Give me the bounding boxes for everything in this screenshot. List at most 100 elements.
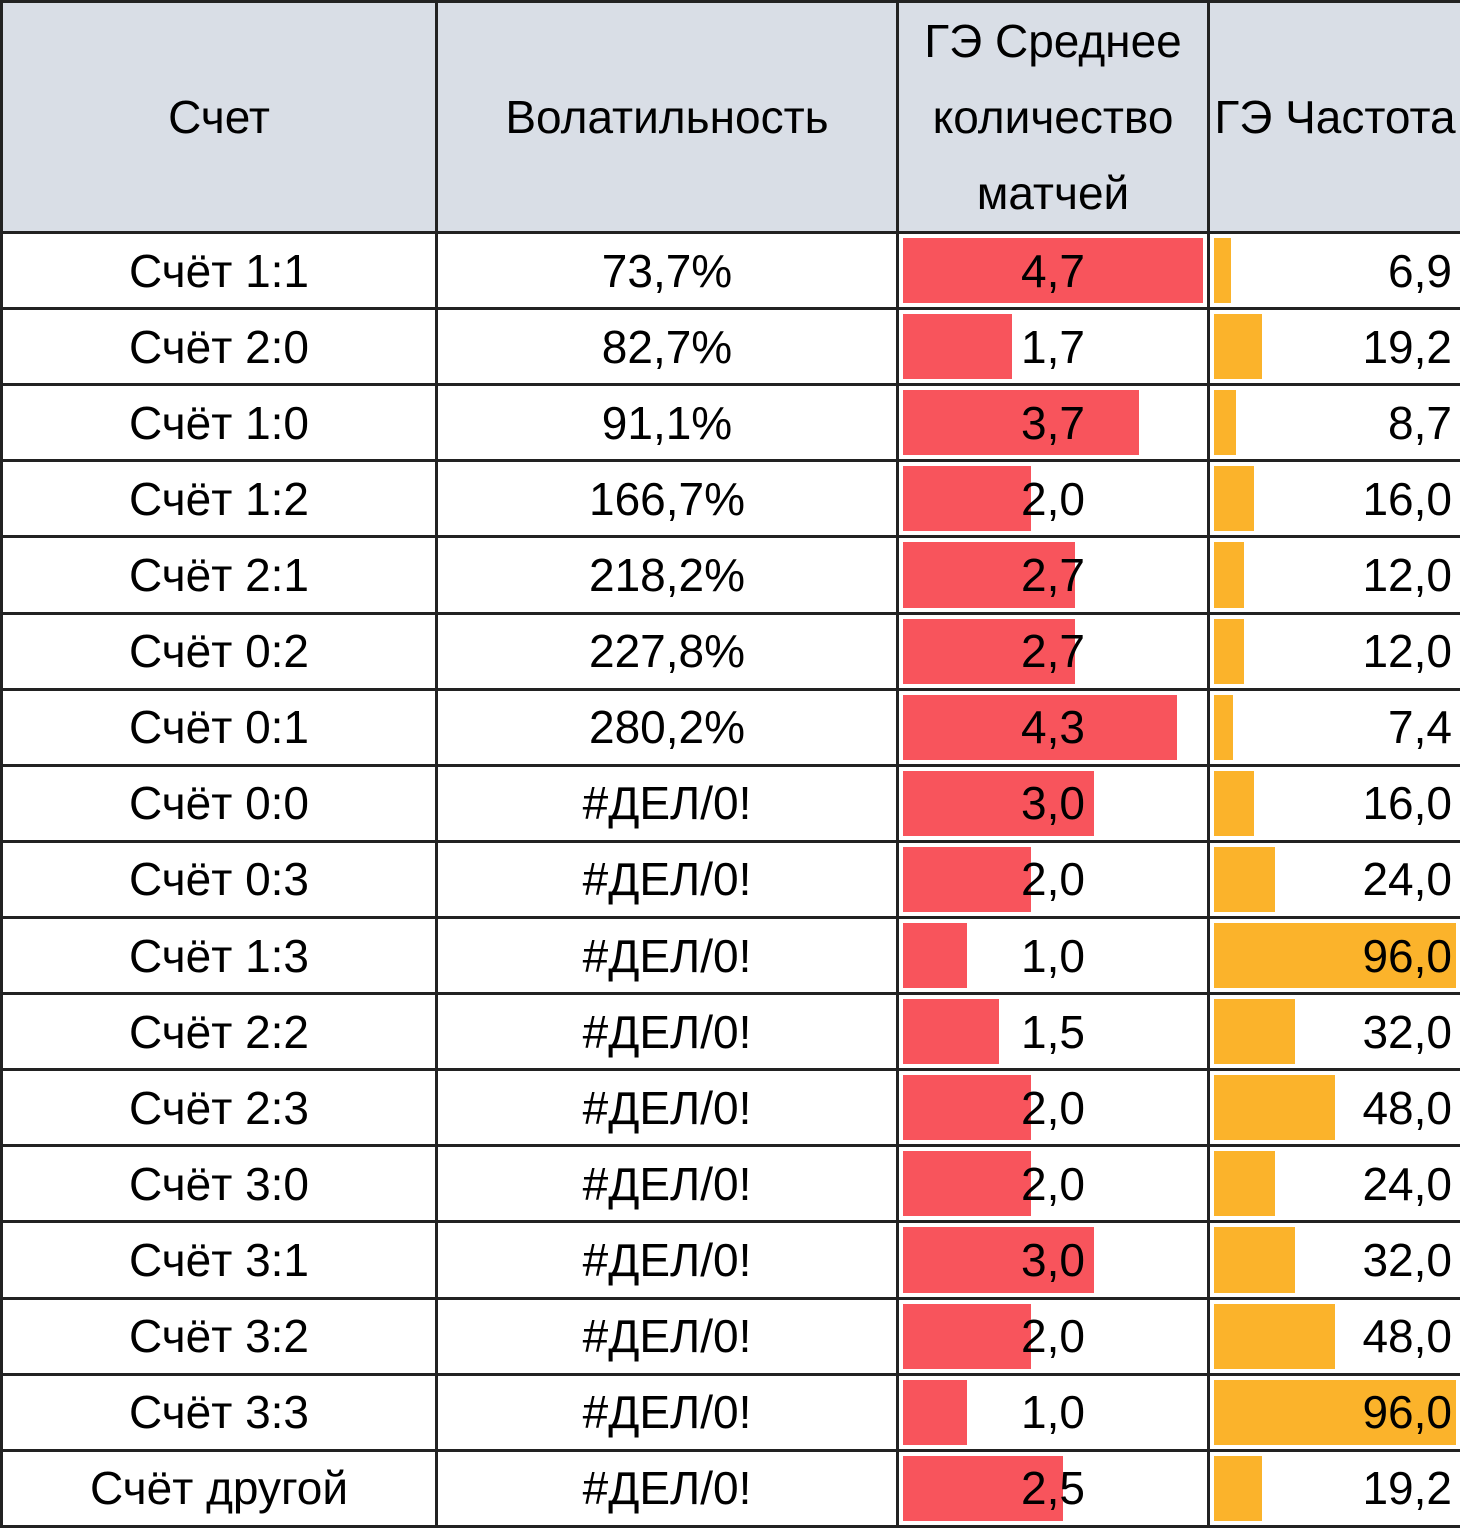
volatility-cell: 218,2% [435,535,899,615]
frequency-databar [1214,238,1231,304]
avg-matches-value: 2,7 [1021,625,1085,678]
avg-matches-databar [903,390,1139,456]
frequency-databar [1214,1303,1335,1369]
header-score: Счет [0,0,438,234]
table-row: Счёт 1:3 #ДЕЛ/0! 1,0 96,0 [0,915,1460,996]
frequency-cell: 7,4 [1207,687,1460,767]
avg-matches-cell: 4,3 [896,687,1210,767]
frequency-cell: 48,0 [1207,1068,1460,1148]
volatility-cell: #ДЕЛ/0! [435,1220,899,1300]
avg-matches-databar [903,770,1094,836]
avg-matches-databar [903,1455,1063,1521]
frequency-databar [1214,1227,1295,1293]
score-cell: Счёт 1:0 [0,383,438,463]
frequency-databar [1214,1151,1275,1217]
frequency-databar [1214,846,1275,912]
avg-matches-value: 3,0 [1021,777,1085,830]
table-row: Счёт 1:2 166,7% 2,0 16,0 [0,459,1460,539]
table-row: Счёт другой #ДЕЛ/0! 2,5 19,2 [0,1448,1460,1528]
volatility-cell: 91,1% [435,383,899,463]
frequency-value: 19,2 [1362,320,1452,373]
avg-matches-value: 3,0 [1021,1233,1085,1286]
frequency-value: 24,0 [1362,853,1452,906]
frequency-cell: 24,0 [1207,1144,1460,1224]
score-cell: Счёт 3:0 [0,1144,438,1224]
table-row: Счёт 3:3 #ДЕЛ/0! 1,0 96,0 [0,1372,1460,1452]
avg-matches-value: 2,5 [1021,1462,1085,1515]
volatility-cell: #ДЕЛ/0! [435,763,899,843]
table-row: Счёт 0:1 280,2% 4,3 7,4 [0,687,1460,767]
score-cell: Счёт 1:1 [0,230,438,311]
avg-matches-databar [903,846,1031,912]
table-row: Счёт 2:3 #ДЕЛ/0! 2,0 48,0 [0,1068,1460,1148]
table-row: Счёт 1:0 91,1% 3,7 8,7 [0,383,1460,463]
avg-matches-cell: 1,5 [896,992,1210,1072]
avg-matches-cell: 3,0 [896,763,1210,843]
frequency-cell: 8,7 [1207,383,1460,463]
avg-matches-cell: 3,7 [896,383,1210,463]
frequency-value: 96,0 [1362,1386,1452,1439]
score-cell: Счёт другой [0,1448,438,1528]
volatility-cell: 166,7% [435,459,899,539]
score-cell: Счёт 2:2 [0,992,438,1072]
frequency-value: 32,0 [1362,1233,1452,1286]
avg-matches-cell: 2,0 [896,839,1210,919]
volatility-cell: 82,7% [435,307,899,387]
table-row: Счёт 0:3 #ДЕЛ/0! 2,0 24,0 [0,839,1460,919]
avg-matches-value: 2,0 [1021,1310,1085,1363]
frequency-databar [1214,1379,1456,1445]
header-volatility: Волатильность [435,0,899,234]
avg-matches-value: 2,0 [1021,853,1085,906]
frequency-value: 7,4 [1388,701,1452,754]
frequency-cell: 19,2 [1207,1448,1460,1528]
table-row: Счёт 0:2 227,8% 2,7 12,0 [0,611,1460,691]
volatility-cell: #ДЕЛ/0! [435,1144,899,1224]
frequency-databar [1214,1075,1335,1141]
avg-matches-cell: 2,0 [896,1068,1210,1148]
avg-matches-cell: 1,0 [896,915,1210,996]
table-row: Счёт 2:0 82,7% 1,7 19,2 [0,307,1460,387]
frequency-value: 32,0 [1362,1005,1452,1058]
frequency-value: 48,0 [1362,1310,1452,1363]
avg-matches-databar [903,238,1203,304]
avg-matches-databar [903,1227,1094,1293]
frequency-databar [1214,618,1244,684]
score-cell: Счёт 0:3 [0,839,438,919]
avg-matches-cell: 2,7 [896,611,1210,691]
table-row: Счёт 2:2 #ДЕЛ/0! 1,5 32,0 [0,992,1460,1072]
avg-matches-databar [903,618,1075,684]
volatility-cell: #ДЕЛ/0! [435,1068,899,1148]
frequency-cell: 48,0 [1207,1296,1460,1376]
volatility-cell: 73,7% [435,230,899,311]
header-frequency: ГЭ Частота [1207,0,1460,234]
table-row: Счёт 3:1 #ДЕЛ/0! 3,0 32,0 [0,1220,1460,1300]
frequency-cell: 96,0 [1207,915,1460,996]
avg-matches-databar [903,542,1075,608]
frequency-value: 48,0 [1362,1081,1452,1134]
volatility-cell: #ДЕЛ/0! [435,839,899,919]
frequency-value: 6,9 [1388,244,1452,297]
avg-matches-value: 2,7 [1021,548,1085,601]
frequency-cell: 96,0 [1207,1372,1460,1452]
score-cell: Счёт 0:2 [0,611,438,691]
frequency-cell: 16,0 [1207,459,1460,539]
header-avg-matches: ГЭ Среднее количество матчей [896,0,1210,234]
frequency-value: 8,7 [1388,396,1452,449]
table-row: Счёт 1:1 73,7% 4,7 6,9 [0,230,1460,311]
avg-matches-value: 1,7 [1021,320,1085,373]
score-cell: Счёт 3:2 [0,1296,438,1376]
frequency-value: 16,0 [1362,472,1452,525]
avg-matches-cell: 2,0 [896,1296,1210,1376]
header-row: Счет Волатильность ГЭ Среднее количество… [0,0,1460,234]
volatility-cell: #ДЕЛ/0! [435,992,899,1072]
frequency-value: 19,2 [1362,1462,1452,1515]
avg-matches-value: 3,7 [1021,396,1085,449]
frequency-cell: 24,0 [1207,839,1460,919]
frequency-cell: 32,0 [1207,992,1460,1072]
avg-matches-cell: 2,0 [896,1144,1210,1224]
avg-matches-value: 2,0 [1021,1157,1085,1210]
avg-matches-cell: 3,0 [896,1220,1210,1300]
avg-matches-databar [903,1075,1031,1141]
frequency-databar [1214,922,1456,989]
